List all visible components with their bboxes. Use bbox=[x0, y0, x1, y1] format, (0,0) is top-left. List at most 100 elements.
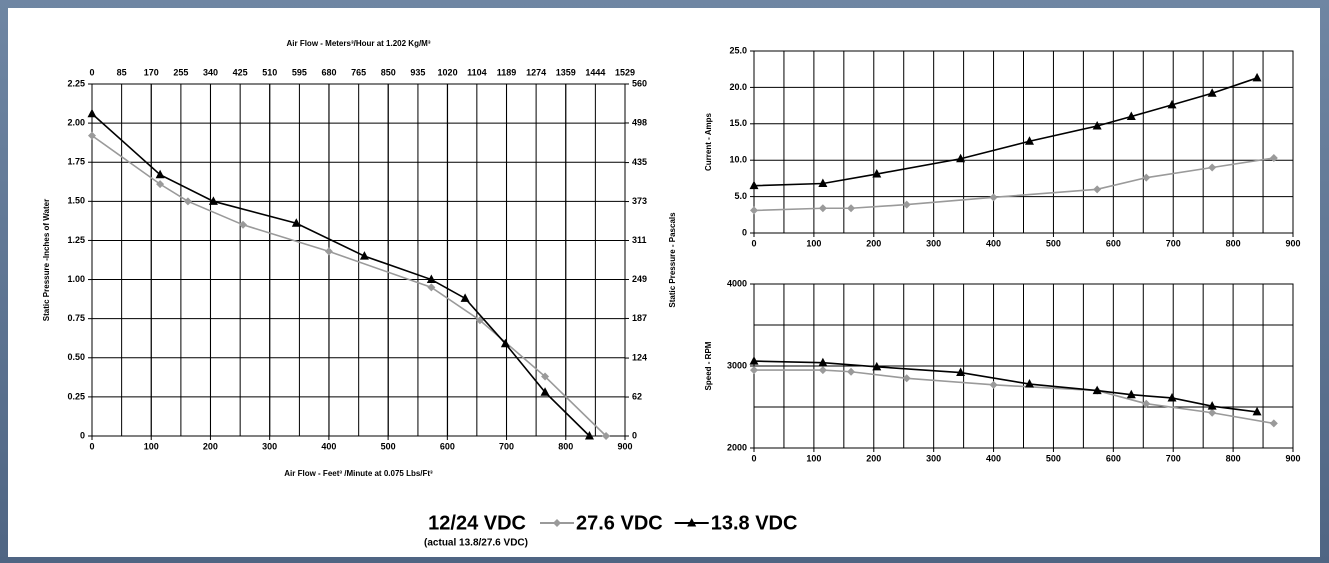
x2-tick-label: 170 bbox=[144, 67, 159, 77]
data-point bbox=[1126, 111, 1136, 121]
y-tick-label: 0.50 bbox=[67, 352, 85, 362]
series-line bbox=[91, 113, 591, 437]
data-point bbox=[818, 366, 827, 375]
y2-tick-label: 124 bbox=[632, 352, 647, 362]
data-point bbox=[291, 218, 301, 227]
data-point bbox=[500, 338, 510, 348]
data-point bbox=[902, 374, 911, 383]
x-tick-label: 900 bbox=[1285, 238, 1300, 248]
x-tick-label: 100 bbox=[144, 441, 159, 451]
x-tick-label: 100 bbox=[806, 238, 821, 248]
x-axis-label: Air Flow - Feet³ /Minute at 0.075 Lbs/Ft… bbox=[284, 469, 433, 478]
x2-tick-label: 255 bbox=[173, 67, 188, 77]
data-point bbox=[749, 180, 759, 190]
data-point bbox=[1126, 389, 1136, 399]
legend-label: 27.6 VDC bbox=[576, 512, 663, 534]
x2-axis-label: Air Flow - Meters³/Hour at 1.202 Kg/M³ bbox=[286, 39, 430, 48]
y-tick-label: 1.50 bbox=[67, 196, 85, 206]
data-point bbox=[1092, 385, 1102, 395]
x-tick-label: 800 bbox=[1226, 453, 1241, 463]
x2-tick-label: 1529 bbox=[615, 67, 635, 77]
x2-tick-label: 680 bbox=[322, 67, 337, 77]
data-point bbox=[750, 366, 758, 375]
data-point bbox=[426, 274, 436, 284]
data-point bbox=[208, 196, 218, 205]
x-tick-label: 700 bbox=[1166, 238, 1181, 248]
data-point bbox=[183, 197, 192, 206]
y-tick-label: 15.0 bbox=[729, 118, 747, 128]
x-tick-label: 600 bbox=[1106, 453, 1121, 463]
x2-tick-label: 765 bbox=[351, 67, 366, 77]
plot-frame bbox=[753, 50, 1294, 234]
x-tick-label: 300 bbox=[262, 441, 277, 451]
x2-tick-label: 1359 bbox=[556, 67, 576, 77]
data-point bbox=[902, 200, 911, 209]
y-tick-label: 0.25 bbox=[67, 391, 85, 401]
y-tick-label: 25.0 bbox=[729, 45, 747, 55]
data-point bbox=[1269, 419, 1278, 428]
data-point bbox=[749, 356, 759, 365]
data-point bbox=[155, 169, 165, 179]
x2-tick-label: 935 bbox=[410, 67, 425, 77]
y-tick-label: 4000 bbox=[727, 278, 747, 288]
y2-tick-label: 249 bbox=[632, 274, 647, 284]
x-tick-label: 300 bbox=[926, 238, 941, 248]
x-tick-label: 400 bbox=[986, 453, 1001, 463]
x2-tick-label: 1104 bbox=[467, 67, 487, 77]
x-tick-label: 0 bbox=[751, 453, 756, 463]
y2-tick-label: 435 bbox=[632, 157, 647, 167]
x-tick-label: 700 bbox=[499, 441, 514, 451]
x2-tick-label: 1444 bbox=[585, 67, 605, 77]
plot-frame bbox=[753, 283, 1294, 449]
y-tick-label: 0 bbox=[742, 227, 747, 237]
x-tick-label: 100 bbox=[806, 453, 821, 463]
data-point bbox=[847, 367, 856, 376]
x2-tick-label: 1274 bbox=[526, 67, 546, 77]
legend-note: (actual 13.8/27.6 VDC) bbox=[424, 538, 528, 549]
x2-tick-label: 0 bbox=[89, 67, 94, 77]
x-tick-label: 600 bbox=[440, 441, 455, 451]
data-point bbox=[1269, 154, 1278, 163]
y-tick-label: 3000 bbox=[727, 360, 747, 370]
data-point bbox=[1093, 185, 1102, 194]
data-point bbox=[324, 247, 333, 256]
data-point bbox=[1092, 120, 1102, 130]
data-point bbox=[818, 357, 828, 367]
y2-tick-label: 187 bbox=[632, 313, 647, 323]
y2-tick-label: 560 bbox=[632, 78, 647, 88]
series-line bbox=[753, 77, 1258, 187]
y2-tick-label: 311 bbox=[632, 235, 647, 245]
data-point bbox=[239, 220, 248, 229]
y-tick-label: 0.75 bbox=[67, 313, 85, 323]
data-point bbox=[1252, 72, 1262, 82]
data-point bbox=[1024, 136, 1034, 145]
data-point bbox=[989, 193, 998, 202]
data-point bbox=[540, 387, 550, 396]
x-tick-label: 900 bbox=[617, 441, 632, 451]
y-tick-label: 2.00 bbox=[67, 117, 85, 127]
data-point bbox=[956, 367, 966, 377]
data-point bbox=[847, 204, 856, 213]
panel-background bbox=[8, 8, 1320, 557]
x-tick-label: 500 bbox=[381, 441, 396, 451]
x2-tick-label: 1020 bbox=[438, 67, 458, 77]
y-tick-label: 20.0 bbox=[729, 82, 747, 92]
legend-marker bbox=[553, 519, 561, 527]
data-point bbox=[541, 372, 550, 381]
data-point bbox=[1207, 88, 1217, 97]
plot-frame bbox=[91, 83, 626, 437]
x-tick-label: 200 bbox=[866, 453, 881, 463]
x-tick-label: 900 bbox=[1285, 453, 1300, 463]
x2-tick-label: 1189 bbox=[497, 67, 517, 77]
data-point bbox=[750, 206, 758, 215]
legend-label: 13.8 VDC bbox=[711, 512, 798, 534]
data-point bbox=[818, 204, 827, 213]
x-tick-label: 600 bbox=[1106, 238, 1121, 248]
y2-tick-label: 0 bbox=[632, 430, 637, 440]
data-point bbox=[1167, 99, 1177, 109]
data-point bbox=[1024, 379, 1034, 388]
y-tick-label: 1.00 bbox=[67, 274, 85, 284]
x2-tick-label: 510 bbox=[262, 67, 277, 77]
